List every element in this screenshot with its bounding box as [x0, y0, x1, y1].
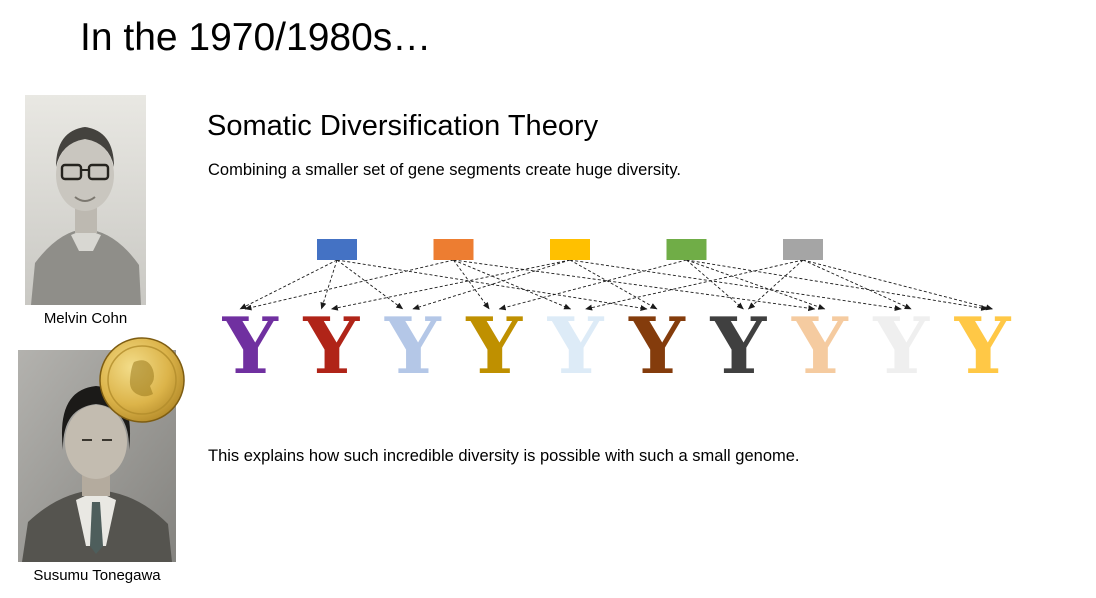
gene-segment-blue	[317, 239, 357, 260]
section-subheading: Combining a smaller set of gene segments…	[208, 161, 681, 179]
recombination-arrow	[453, 259, 572, 310]
recombination-arrow	[453, 259, 816, 312]
recombination-arrow	[686, 259, 826, 310]
nobel-medal-icon	[99, 337, 185, 423]
recombination-arrow	[336, 259, 648, 311]
recombination-arrow	[802, 259, 912, 310]
antibody-y: Y	[222, 301, 279, 387]
recombination-arrow	[585, 259, 804, 311]
section-heading: Somatic Diversification Theory	[207, 110, 599, 142]
photo-caption-susumu-tonegawa: Susumu Tonegawa	[33, 567, 161, 584]
recombination-arrow	[498, 259, 687, 311]
gene-segment-orange	[433, 239, 474, 260]
recombination-arrow	[802, 259, 994, 311]
photo-melvin-cohn: Melvin Cohn	[25, 95, 146, 327]
recombination-arrow	[336, 259, 404, 310]
recombination-arrow	[686, 259, 744, 310]
gene-segment-yellow	[550, 239, 590, 260]
antibody-y: Y	[384, 301, 442, 387]
antibody-y: Y	[628, 301, 686, 387]
slide-title: In the 1970/1980s…	[80, 16, 432, 59]
antibody-y: Y	[710, 301, 768, 387]
recombination-arrow	[244, 259, 454, 311]
gene-segment-green	[666, 239, 707, 260]
melvin-cohn-photo	[25, 95, 146, 305]
antibody-y: Y	[954, 301, 1012, 387]
photo-caption-melvin-cohn: Melvin Cohn	[43, 310, 128, 327]
susumu-tonegawa-photo	[18, 350, 176, 562]
antibody-y: Y	[872, 301, 930, 387]
recombination-arrow	[320, 259, 338, 310]
recombination-arrow	[569, 259, 658, 310]
photo-susumu-tonegawa: Susumu Tonegawa	[18, 337, 185, 584]
conclusion-text: This explains how such incredible divers…	[208, 447, 800, 465]
recombination-arrow	[239, 259, 338, 310]
recombination-arrow	[569, 259, 902, 312]
antibody-y: Y	[547, 301, 605, 387]
recombination-arrow	[330, 259, 571, 311]
recombination-arrow	[412, 259, 571, 310]
recombination-arrow	[686, 259, 989, 311]
recombination-arrow	[748, 259, 804, 310]
gene-segment-gray	[783, 239, 823, 260]
antibody-y: Y	[791, 301, 849, 387]
antibody-y: Y	[465, 301, 523, 387]
antibody-y: Y	[303, 301, 361, 387]
